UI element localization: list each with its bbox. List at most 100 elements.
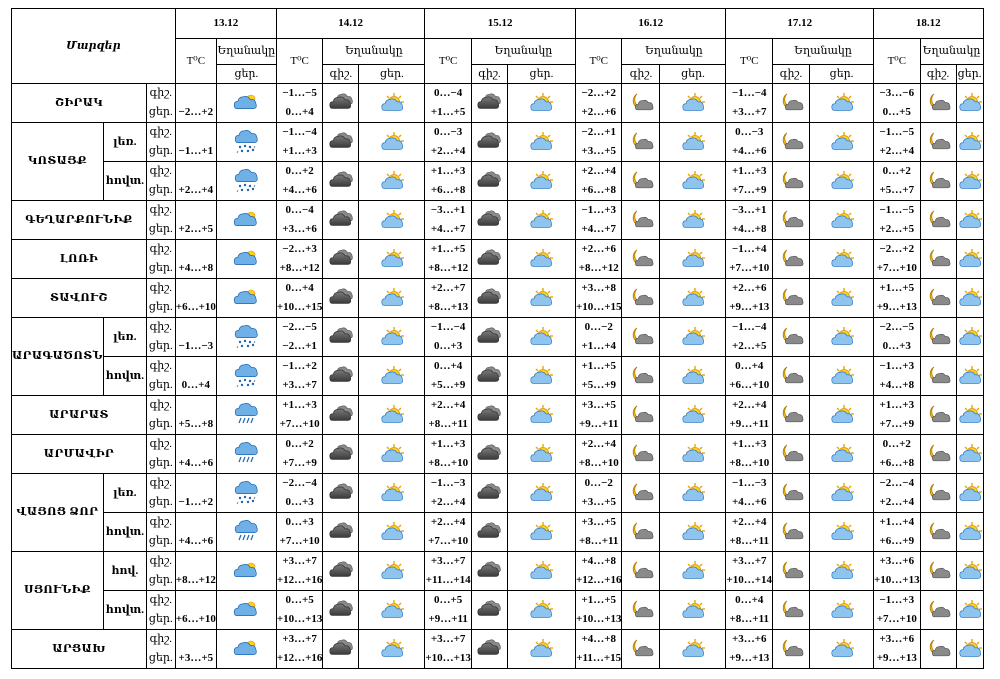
temp-cell: +1…+4 +6…+9 <box>873 512 921 552</box>
moon-cloud-icon <box>772 356 811 396</box>
sun-cloud-icon <box>809 317 875 357</box>
moon-cloud-icon <box>621 356 661 396</box>
weather-header: Եղանակը <box>215 38 277 65</box>
sun-cloud-icon <box>809 551 875 591</box>
temp-cell: 0…+2 +6…+8 <box>873 434 921 474</box>
temp-cell: 0…+3 +7…+10 <box>275 512 324 552</box>
partly-cloudy-icon <box>215 83 277 123</box>
temp-cell: +2…+6 +9…+13 <box>725 278 774 318</box>
sun-cloud-icon <box>955 239 984 279</box>
temp-cell: +1…+5 +9…+13 <box>873 278 921 318</box>
partly-cloudy-icon <box>215 278 277 318</box>
night-day-labels: գիշ. ցեր. <box>145 356 176 396</box>
moon-cloud-icon <box>621 122 661 162</box>
temp-cell: 0…+4 <box>174 356 217 396</box>
moon-cloud-icon <box>919 83 957 123</box>
temp-cell: +3…+7 +10…+14 <box>725 551 774 591</box>
sun-cloud-icon <box>506 473 576 513</box>
temp-cell: −2…+1 +3…+5 <box>574 122 623 162</box>
temp-cell: −1…−5 +2…+4 <box>873 122 921 162</box>
sun-cloud-icon <box>809 512 875 552</box>
moon-cloud-icon <box>621 551 661 591</box>
temp-cell: +3…+5 <box>174 629 217 669</box>
moon-cloud-icon <box>772 434 811 474</box>
temp-cell: −1…−4 +3…+7 <box>725 83 774 123</box>
moon-cloud-icon <box>772 83 811 123</box>
day-subheader: ցեր. <box>809 64 875 84</box>
table-row: ԼՈՌԻ գիշ. ցեր. +4…+8 −2…+3 +8…+12 +1…+5 +8…+… <box>11 239 984 279</box>
moon-cloud-icon <box>772 551 811 591</box>
temp-cell: +1…+3 +7…+9 <box>873 395 921 435</box>
region-name: ՎԱՅՈՑ ՁՈՐ <box>11 473 104 552</box>
cloudy-icon <box>322 473 360 513</box>
temp-header: T⁰C <box>574 38 623 84</box>
table-row: ՍՅՈՒՆԻՔ հով. գիշ. ցեր. +8…+12 +3…+7 +12…+16 … <box>11 551 984 630</box>
sun-cloud-icon <box>809 239 875 279</box>
temp-cell: −1…+2 +3…+7 <box>275 356 324 396</box>
night-day-labels: գիշ. ցեր. <box>145 200 176 240</box>
temp-cell: +1…+5 +10…+13 <box>574 590 623 630</box>
moon-cloud-icon <box>621 473 661 513</box>
temp-cell: +4…+6 <box>174 512 217 552</box>
table-row: ԱՐԱԳԱԾՈՏՆ լեռ. գիշ. ցեր. −1…−3 −2…−5 −2…+1 −… <box>11 317 984 396</box>
moon-cloud-icon <box>621 161 661 201</box>
cloudy-icon <box>322 122 360 162</box>
cloudy-icon <box>470 122 508 162</box>
sun-cloud-icon <box>358 122 426 162</box>
weather-header: Եղանակը <box>621 38 727 65</box>
date-header: 17.12 <box>725 8 875 39</box>
region-name: ՏԱՎՈՒՇ <box>11 278 147 318</box>
subzone-label: լեռ. <box>102 317 147 357</box>
cloudy-icon <box>322 239 360 279</box>
temp-cell: −1…+4 +7…+10 <box>725 239 774 279</box>
region-name: ԱՐԱԳԱԾՈՏՆ <box>11 317 104 396</box>
sun-cloud-icon <box>506 122 576 162</box>
sun-cloud-icon <box>358 161 426 201</box>
sun-cloud-icon <box>659 590 727 630</box>
sun-cloud-icon <box>358 317 426 357</box>
sun-cloud-icon <box>506 200 576 240</box>
sun-cloud-icon <box>506 239 576 279</box>
temp-cell: +3…+7 +11…+14 <box>424 551 472 591</box>
sun-cloud-icon <box>358 434 426 474</box>
temp-cell: +3…+7 +10…+13 <box>424 629 472 669</box>
sun-cloud-icon <box>809 161 875 201</box>
moon-cloud-icon <box>621 395 661 435</box>
sun-cloud-icon <box>358 239 426 279</box>
sun-cloud-icon <box>955 278 984 318</box>
subzone-label: հով. <box>102 551 147 591</box>
moon-cloud-icon <box>772 122 811 162</box>
rain-snow-icon <box>215 122 277 162</box>
sun-cloud-icon <box>659 161 727 201</box>
temp-cell: −2…+3 +8…+12 <box>275 239 324 279</box>
sun-cloud-icon <box>955 551 984 591</box>
sun-cloud-icon <box>809 83 875 123</box>
temp-cell: +3…+7 +12…+16 <box>275 629 324 669</box>
temp-cell: 0…+4 +10…+15 <box>275 278 324 318</box>
night-day-labels: գիշ. ցեր. <box>145 161 176 201</box>
moon-cloud-icon <box>772 473 811 513</box>
partly-cloudy-icon <box>215 590 277 630</box>
temp-cell: −2…−5 −2…+1 <box>275 317 324 357</box>
weather-header: Եղանակը <box>470 38 576 65</box>
table-row: ՎԱՅՈՑ ՁՈՐ լեռ. գիշ. ցեր. −1…+2 −2…−4 0…+3 −1… <box>11 473 984 552</box>
temp-cell: −1…+3 +4…+8 <box>873 356 921 396</box>
moon-cloud-icon <box>621 590 661 630</box>
temp-cell: +1…+3 +8…+10 <box>424 434 472 474</box>
temp-cell: +2…+4 +6…+8 <box>574 161 623 201</box>
cloudy-icon <box>322 278 360 318</box>
cloudy-icon <box>470 551 508 591</box>
table-row: հովտ. գիշ. ցեր. +2…+4 0…+2 +4…+6 +1…+3 +6…+8 <box>12 161 984 201</box>
night-subheader: գիշ. <box>322 64 360 84</box>
night-subheader: գիշ. <box>621 64 661 84</box>
cloudy-icon <box>322 356 360 396</box>
subzone-label: լեռ. <box>102 473 147 513</box>
temp-cell: −1…−4 0…+3 <box>424 317 472 357</box>
sun-cloud-icon <box>659 317 727 357</box>
sun-cloud-icon <box>358 590 426 630</box>
cloudy-icon <box>470 590 508 630</box>
sun-cloud-icon <box>809 122 875 162</box>
sun-cloud-icon <box>358 551 426 591</box>
sun-cloud-icon <box>358 512 426 552</box>
sun-cloud-icon <box>358 473 426 513</box>
